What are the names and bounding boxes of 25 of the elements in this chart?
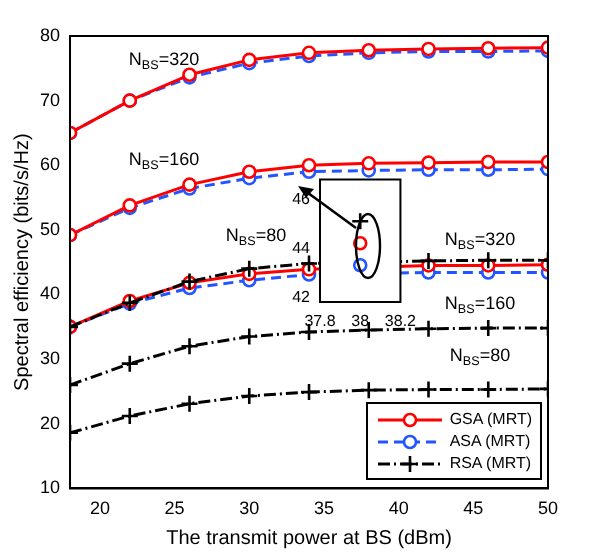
legend-label: ASA (MRT) <box>449 430 531 452</box>
y-tick-label: 70 <box>39 89 61 110</box>
y-tick-label: 10 <box>39 477 61 498</box>
y-tick-label: 30 <box>39 348 61 369</box>
x-tick-label: 25 <box>164 498 185 519</box>
x-tick-label: 45 <box>463 498 484 519</box>
x-tick-label: 50 <box>537 498 559 519</box>
x-tick-label: 38.2 <box>384 312 418 331</box>
x-tick-label: 30 <box>239 498 260 519</box>
y-tick-label: 50 <box>39 218 61 239</box>
x-axis-title: The transmit power at BS (dBm) <box>166 527 452 550</box>
y-tick-label: 80 <box>39 24 61 45</box>
y-tick-label: 44 <box>292 238 312 257</box>
y-axis-title: Spectral efficiency (bits/s/Hz) <box>11 133 34 391</box>
x-tick-label: 37.8 <box>304 312 337 331</box>
x-tick-label: 40 <box>388 498 409 519</box>
y-tick-label: 20 <box>39 412 61 433</box>
y-tick-label: 60 <box>39 154 61 175</box>
x-tick-label: 20 <box>89 498 110 519</box>
legend-label: GSA (MRT) <box>449 408 532 430</box>
x-tick-label: 35 <box>313 498 334 519</box>
y-tick-label: 40 <box>39 283 61 304</box>
y-tick-label: 42 <box>292 287 312 306</box>
legend-label: RSA (MRT) <box>449 452 532 474</box>
x-tick-label: 38 <box>351 312 371 331</box>
